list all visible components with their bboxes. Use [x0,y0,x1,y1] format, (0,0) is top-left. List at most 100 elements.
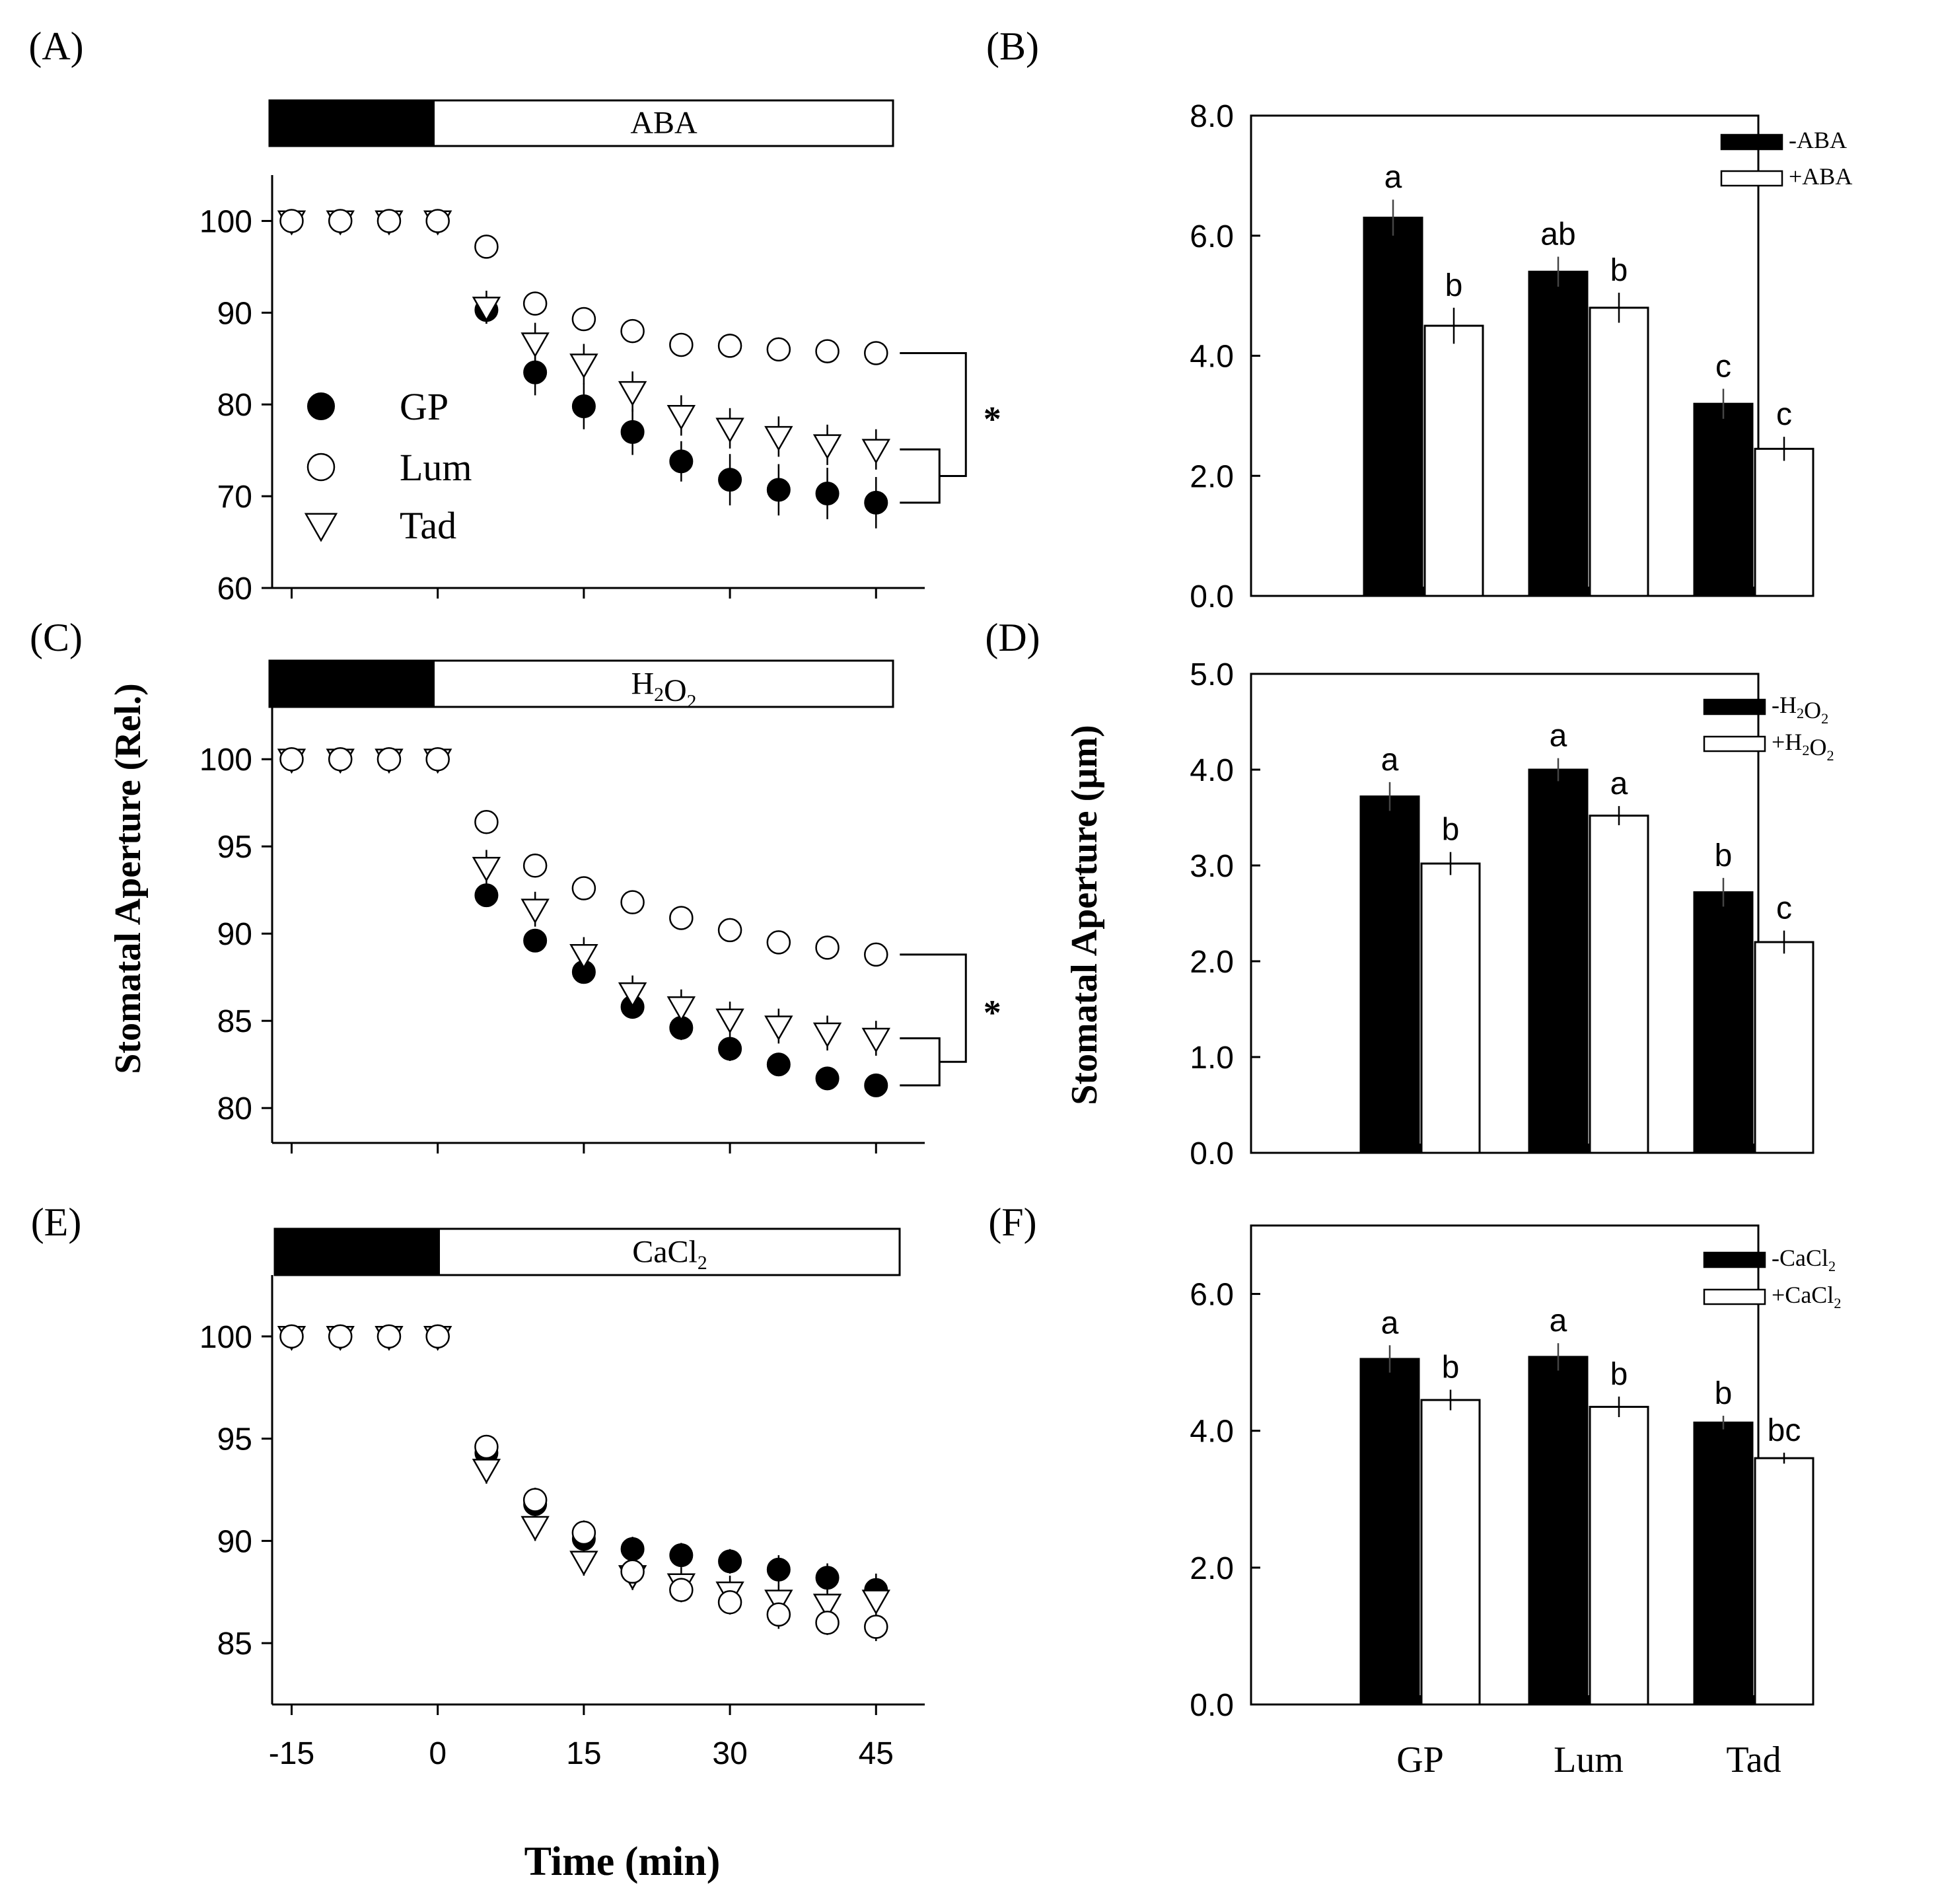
y-tick-label: 4.0 [1190,1414,1234,1449]
legend-label: +H2O2 [1772,729,1834,764]
panel-label: (C) [30,616,83,659]
data-point-gp [718,468,742,492]
plot-frame [1250,673,1760,1154]
data-point-lum [766,930,791,955]
legend-label: GP [400,385,449,428]
data-point-lum [425,1324,450,1349]
data-point-lum [571,307,596,332]
plot-frame [1250,1224,1760,1706]
data-point-tad [520,1516,550,1541]
data-point-lum [669,1578,694,1602]
significance-letter: a [1381,1305,1399,1340]
legend-label: +CaCl2 [1772,1282,1841,1311]
significance-letter: c [1776,891,1792,926]
line-panel-2: (E) CaCl2 85 90 95 100 -15 0 15 30 45 [31,1200,925,1771]
data-point-lum [279,209,304,233]
y-tick-label: 85 [217,1004,252,1039]
bar-cacl2-tad [1754,1457,1814,1706]
y-tick-label: 8.0 [1190,99,1234,134]
legend-marker-tad [304,513,338,542]
significance-letter: ab [1540,217,1575,252]
data-point-lum [474,235,499,259]
legend-marker-gp [307,392,335,420]
significance-asterisk: * [984,993,1001,1033]
data-point-gp [864,490,888,515]
data-point-lum [522,291,548,316]
data-point-lum [669,906,694,930]
right-y-axis-title: Stomatal Aperture (µm) [1064,725,1105,1105]
data-point-lum [815,1610,840,1635]
legend-marker-lum [306,453,336,482]
bar-h2o2-gp [1420,862,1481,1154]
data-point-lum [620,890,645,914]
data-point-gp [571,394,596,418]
bar-aba-lum [1589,307,1649,597]
y-tick-label: 95 [217,1422,252,1457]
data-point-lum [425,747,450,772]
y-tick-label: 60 [217,571,252,606]
bar-cacl2-lum [1528,1356,1589,1706]
significance-letter: b [1442,813,1460,848]
y-tick-label: 2.0 [1190,1551,1234,1586]
y-tick-label: 2.0 [1190,945,1234,980]
data-point-lum [571,1520,596,1545]
y-tick-label: 2.0 [1190,459,1234,494]
line-panel-1: (C) H2O2 80 85 90 95 100 * [30,616,1001,1153]
y-tick-label: 85 [217,1627,252,1662]
treatment-label: H2O2 [631,666,696,712]
data-point-lum [620,1559,645,1584]
bar-cacl2-gp [1359,1358,1420,1706]
data-point-lum [328,209,353,233]
bar-h2o2-tad [1693,891,1754,1154]
significance-letter: bc [1768,1413,1801,1448]
y-tick-label: 6.0 [1190,219,1234,254]
data-point-gp [766,478,791,502]
significance-letter: a [1550,719,1567,754]
data-point-lum [377,1324,402,1349]
data-point-lum [620,318,645,344]
bar-aba-gp [1423,324,1484,597]
significance-letter: a [1384,160,1402,195]
bar-aba-lum [1528,270,1589,597]
y-tick-label: 100 [199,743,252,778]
y-tick-label: 5.0 [1190,657,1234,692]
bar-h2o2-lum [1528,768,1589,1154]
data-point-tad [520,332,550,358]
bar-cacl2-lum [1589,1405,1649,1706]
significance-bracket-inner [900,1037,941,1087]
data-point-lum [815,339,840,363]
data-point-tad [764,425,793,451]
plot-frame [1250,114,1760,597]
y-tick-label: 6.0 [1190,1278,1234,1313]
treatment-label: ABA [630,106,698,141]
bar-h2o2-gp [1359,795,1420,1154]
data-point-gp [815,1566,840,1590]
y-tick-label: 0.0 [1190,1136,1234,1171]
legend-swatch [1720,133,1783,151]
data-point-gp [718,1037,742,1061]
x-tick-label: 30 [712,1736,747,1771]
legend-swatch [1720,170,1783,187]
y-tick-label: 0.0 [1190,579,1234,614]
y-tick-label: 90 [217,296,252,331]
legend-label: -H2O2 [1772,692,1828,727]
legend-swatch [1703,1251,1766,1268]
data-point-lum [377,747,402,772]
y-tick-label: 0.0 [1190,1688,1234,1723]
data-point-tad [666,996,696,1022]
data-point-tad [715,1008,744,1034]
data-point-lum [279,747,304,772]
data-point-tad [472,1459,501,1484]
data-point-gp [815,481,840,505]
x-tick-label: -15 [269,1736,314,1771]
significance-asterisk: * [984,400,1001,439]
line-panel-0: (A) ABA 60 70 80 90 100 GP Lum Tad * [28,24,1001,606]
bar-aba-tad [1754,447,1814,597]
data-point-tad [764,1015,793,1041]
y-tick-label: 90 [217,917,252,952]
bar-h2o2-lum [1589,815,1649,1154]
bar-h2o2-tad [1754,941,1814,1154]
significance-bracket-outer [900,953,967,1063]
significance-letter: b [1715,838,1733,873]
